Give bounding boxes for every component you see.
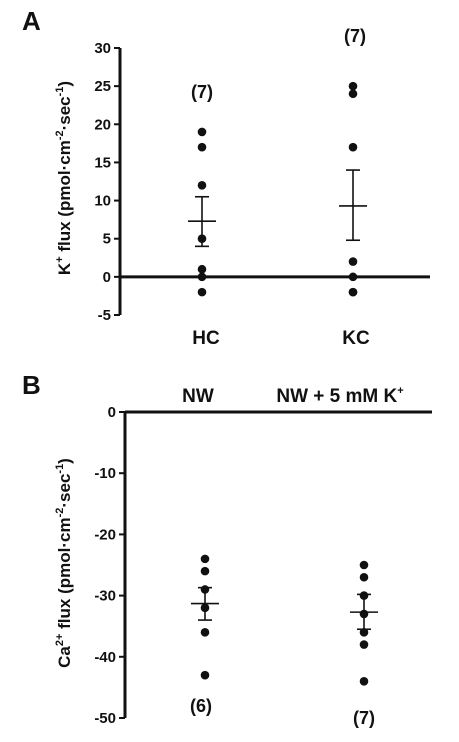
panel-a-data-point	[197, 287, 207, 297]
panel-b-data-point	[359, 676, 369, 686]
panel-a-data-point	[348, 272, 358, 282]
panel-b-category-nw-k: NW + 5 mM K+	[276, 385, 403, 407]
panel-b-data-point	[200, 628, 210, 637]
panel-a-data-point	[348, 287, 358, 297]
panel-a-data-point	[197, 127, 207, 137]
panel-b-data-point	[200, 670, 210, 680]
panel-a-tick-label: 20	[94, 116, 111, 133]
panel-a-tick-label: 25	[94, 78, 111, 95]
panel-b-category-nw: NW	[182, 386, 214, 407]
panel-a: A K+ flux (pmol·cm-2·sec-1) 30 25 20 15 10 5 0…	[22, 6, 430, 349]
panel-b-y-axis-label: Ca2+ flux (pmol·cm-2·sec-1)	[54, 458, 74, 668]
panel-a-category-hc: HC	[192, 328, 220, 349]
panel-a-tick-label: 5	[103, 231, 111, 248]
panel-a-group-1	[339, 81, 367, 297]
panel-b-n-label-nw-k: (7)	[353, 708, 375, 728]
panel-b-axes: 0 -10 -20 -30 -40 -50	[94, 404, 432, 727]
panel-b-tick-label: -50	[94, 710, 116, 727]
panel-a-y-axis-label: K+ flux (pmol·cm-2·sec-1)	[54, 81, 74, 275]
panel-a-data-point	[348, 81, 358, 91]
panel-a-tick-label: 30	[94, 40, 111, 57]
panel-a-tick-label: 10	[94, 193, 111, 210]
panel-b-label: B	[22, 370, 41, 400]
panel-b-data-point	[359, 628, 369, 637]
panel-a-tick-label: -5	[98, 307, 111, 324]
panel-a-tick-label: 0	[103, 269, 111, 286]
panel-a-group-0	[188, 127, 216, 297]
panel-b-tick-label: -10	[94, 465, 116, 482]
panel-a-n-label-hc: (7)	[191, 82, 213, 102]
panel-a-tick-label: 15	[94, 154, 111, 171]
panel-b-tick-label: 0	[108, 404, 116, 421]
panel-b-data-point	[359, 640, 369, 649]
panel-b-data-point	[359, 560, 369, 570]
panel-b-data-point	[200, 566, 210, 576]
panel-b-data-point	[359, 572, 369, 582]
panel-b-data-point	[200, 554, 210, 564]
panel-b-group-0	[191, 554, 219, 680]
panel-b-tick-label: -30	[94, 588, 116, 605]
panel-a-data-point	[348, 142, 358, 152]
panel-b-marks	[191, 554, 378, 686]
panel-a-axes: 30 25 20 15 10 5 0 -5	[94, 40, 430, 324]
panel-a-label: A	[22, 6, 41, 36]
panel-a-data-point	[348, 257, 358, 266]
panel-a-category-kc: KC	[342, 328, 370, 349]
panel-a-marks	[188, 81, 367, 297]
panel-b-tick-label: -40	[94, 649, 116, 666]
panel-a-data-point	[197, 264, 207, 274]
panel-b-group-1	[350, 560, 378, 686]
panel-b-tick-label: -20	[94, 526, 116, 543]
panel-a-data-point	[197, 142, 207, 152]
panel-a-n-label-kc: (7)	[344, 26, 366, 46]
panel-a-data-point	[348, 89, 358, 99]
panel-a-data-point	[197, 272, 207, 282]
panel-b: B Ca2+ flux (pmol·cm-2·sec-1) NW NW + 5 …	[22, 370, 432, 728]
panel-b-n-label-nw: (6)	[190, 696, 212, 716]
panel-a-data-point	[197, 181, 207, 190]
